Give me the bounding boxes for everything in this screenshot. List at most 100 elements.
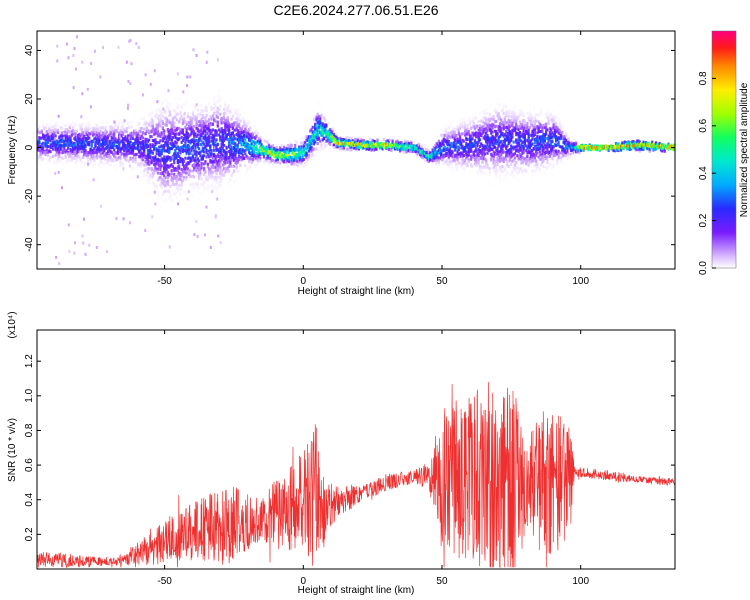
spectrogram-cell bbox=[502, 120, 505, 124]
spectrogram-cell bbox=[110, 138, 113, 142]
spectrogram-cell bbox=[156, 128, 159, 132]
spectrogram-cell bbox=[74, 153, 77, 157]
spectrogram-cell bbox=[96, 128, 100, 132]
spectrogram-cell bbox=[400, 141, 403, 145]
spectrogram-cell bbox=[431, 150, 434, 154]
spectrogram-cell bbox=[38, 149, 41, 152]
spectrogram-cell bbox=[180, 145, 183, 149]
spectrogram-cell bbox=[168, 165, 171, 169]
spectrogram-cell bbox=[120, 146, 123, 150]
spectrogram-cell bbox=[52, 136, 55, 140]
spectrogram-cell bbox=[300, 141, 303, 145]
spectrogram-cell bbox=[336, 137, 339, 141]
spectrogram-cell bbox=[206, 137, 209, 141]
spectrogram-cell bbox=[235, 117, 238, 121]
spectrogram-cell bbox=[111, 141, 115, 145]
spectrogram-cell bbox=[462, 161, 465, 165]
spectrogram-cell bbox=[188, 89, 191, 93]
spectrogram-cell bbox=[65, 112, 68, 115]
spectrogram-cell bbox=[194, 156, 197, 160]
spectrogram-cell bbox=[168, 149, 171, 153]
spectrogram-cell bbox=[502, 106, 505, 110]
spectrogram-cell bbox=[515, 116, 518, 120]
spectrogram-cell bbox=[95, 131, 98, 135]
spectrogram-cell bbox=[473, 162, 477, 166]
spectrogram-cell bbox=[233, 151, 236, 155]
spectrogram-cell bbox=[432, 152, 435, 156]
spectrogram-cell bbox=[57, 147, 60, 150]
spectrogram-cell bbox=[213, 102, 216, 106]
spectrogram-cell bbox=[150, 167, 153, 171]
spectrogram-cell bbox=[57, 141, 60, 145]
spectrogram-cell bbox=[498, 103, 502, 107]
spectrogram-cell bbox=[211, 128, 214, 132]
spectrogram-cell bbox=[507, 139, 510, 143]
spectrogram-cell bbox=[165, 104, 168, 108]
spectrogram-cell bbox=[205, 151, 208, 155]
spectrogram-cell bbox=[233, 157, 236, 161]
spectrogram-cell bbox=[316, 142, 319, 146]
spectrogram-cell bbox=[208, 136, 211, 140]
spectrogram-cell bbox=[144, 137, 147, 141]
spectrogram-cell bbox=[412, 147, 415, 151]
spectrogram-cell bbox=[203, 162, 206, 166]
spectrogram-cell bbox=[281, 154, 284, 158]
spectrogram-cell bbox=[453, 130, 457, 134]
spectrogram-cell bbox=[206, 143, 209, 146]
spectrogram-cell bbox=[497, 153, 500, 157]
spectrogram-cell bbox=[387, 141, 390, 145]
spectrogram-cell bbox=[473, 154, 477, 158]
spectrogram-cell bbox=[165, 120, 168, 124]
spectrogram-cell bbox=[181, 145, 184, 149]
spectrogram-cell bbox=[437, 161, 440, 165]
spectrogram-cell bbox=[510, 136, 513, 139]
spectrogram-cell bbox=[382, 138, 385, 141]
spectrogram-cell bbox=[521, 151, 524, 155]
spectrogram-cell bbox=[159, 124, 162, 128]
spectrogram-cell bbox=[189, 120, 192, 124]
spectrogram-cell bbox=[407, 142, 410, 146]
spectrogram-cell bbox=[213, 196, 216, 200]
spectrogram-cell bbox=[199, 121, 202, 125]
spectrogram-cell bbox=[256, 148, 259, 152]
spectrogram-cell bbox=[254, 125, 257, 129]
spectrogram-cell bbox=[193, 134, 196, 138]
spectrogram-cell bbox=[488, 123, 492, 127]
spectrogram-cell bbox=[316, 126, 319, 130]
spectrogram-cell bbox=[460, 143, 463, 146]
spectrogram-cell bbox=[486, 165, 489, 169]
spectrogram-cell bbox=[506, 121, 509, 124]
spectrogram-cell bbox=[37, 143, 40, 147]
spectrogram-cell bbox=[150, 158, 153, 162]
spectrogram-cell bbox=[89, 147, 92, 151]
spectrogram-cell bbox=[458, 142, 462, 146]
spectrogram-cell bbox=[435, 142, 438, 145]
spectrogram-cell bbox=[163, 131, 166, 135]
spectrogram-cell bbox=[493, 141, 497, 145]
spectrogram-cell bbox=[169, 147, 172, 150]
spectrogram-cell bbox=[166, 172, 169, 176]
spectrogram-cell bbox=[280, 148, 283, 152]
spectrogram-cell bbox=[130, 150, 133, 154]
spectrogram-cell bbox=[314, 130, 317, 134]
spectrogram-cell bbox=[317, 128, 321, 132]
spectrogram-cell bbox=[190, 183, 193, 187]
spectrogram-cell bbox=[496, 140, 499, 144]
spectrogram-cell bbox=[153, 171, 156, 175]
spectrogram-cell bbox=[218, 155, 221, 159]
spectrogram-cell bbox=[510, 147, 513, 151]
spectrogram-cell bbox=[149, 156, 152, 160]
spectrogram-cell bbox=[493, 151, 497, 155]
spectrogram-cell bbox=[349, 141, 352, 145]
spectrogram-cell bbox=[114, 123, 117, 127]
spectrogram-cell bbox=[305, 135, 308, 139]
spectrogram-cell bbox=[305, 138, 308, 142]
spectrogram-cell bbox=[64, 155, 67, 159]
spectrogram-cell bbox=[442, 147, 445, 151]
spectrogram-cell bbox=[354, 140, 357, 144]
spectrogram-cell bbox=[468, 122, 472, 126]
spectrogram-cell bbox=[178, 183, 181, 187]
spectrogram-cell bbox=[344, 144, 347, 147]
spectrogram-cell bbox=[362, 142, 365, 145]
spectrogram-cell bbox=[149, 134, 152, 138]
